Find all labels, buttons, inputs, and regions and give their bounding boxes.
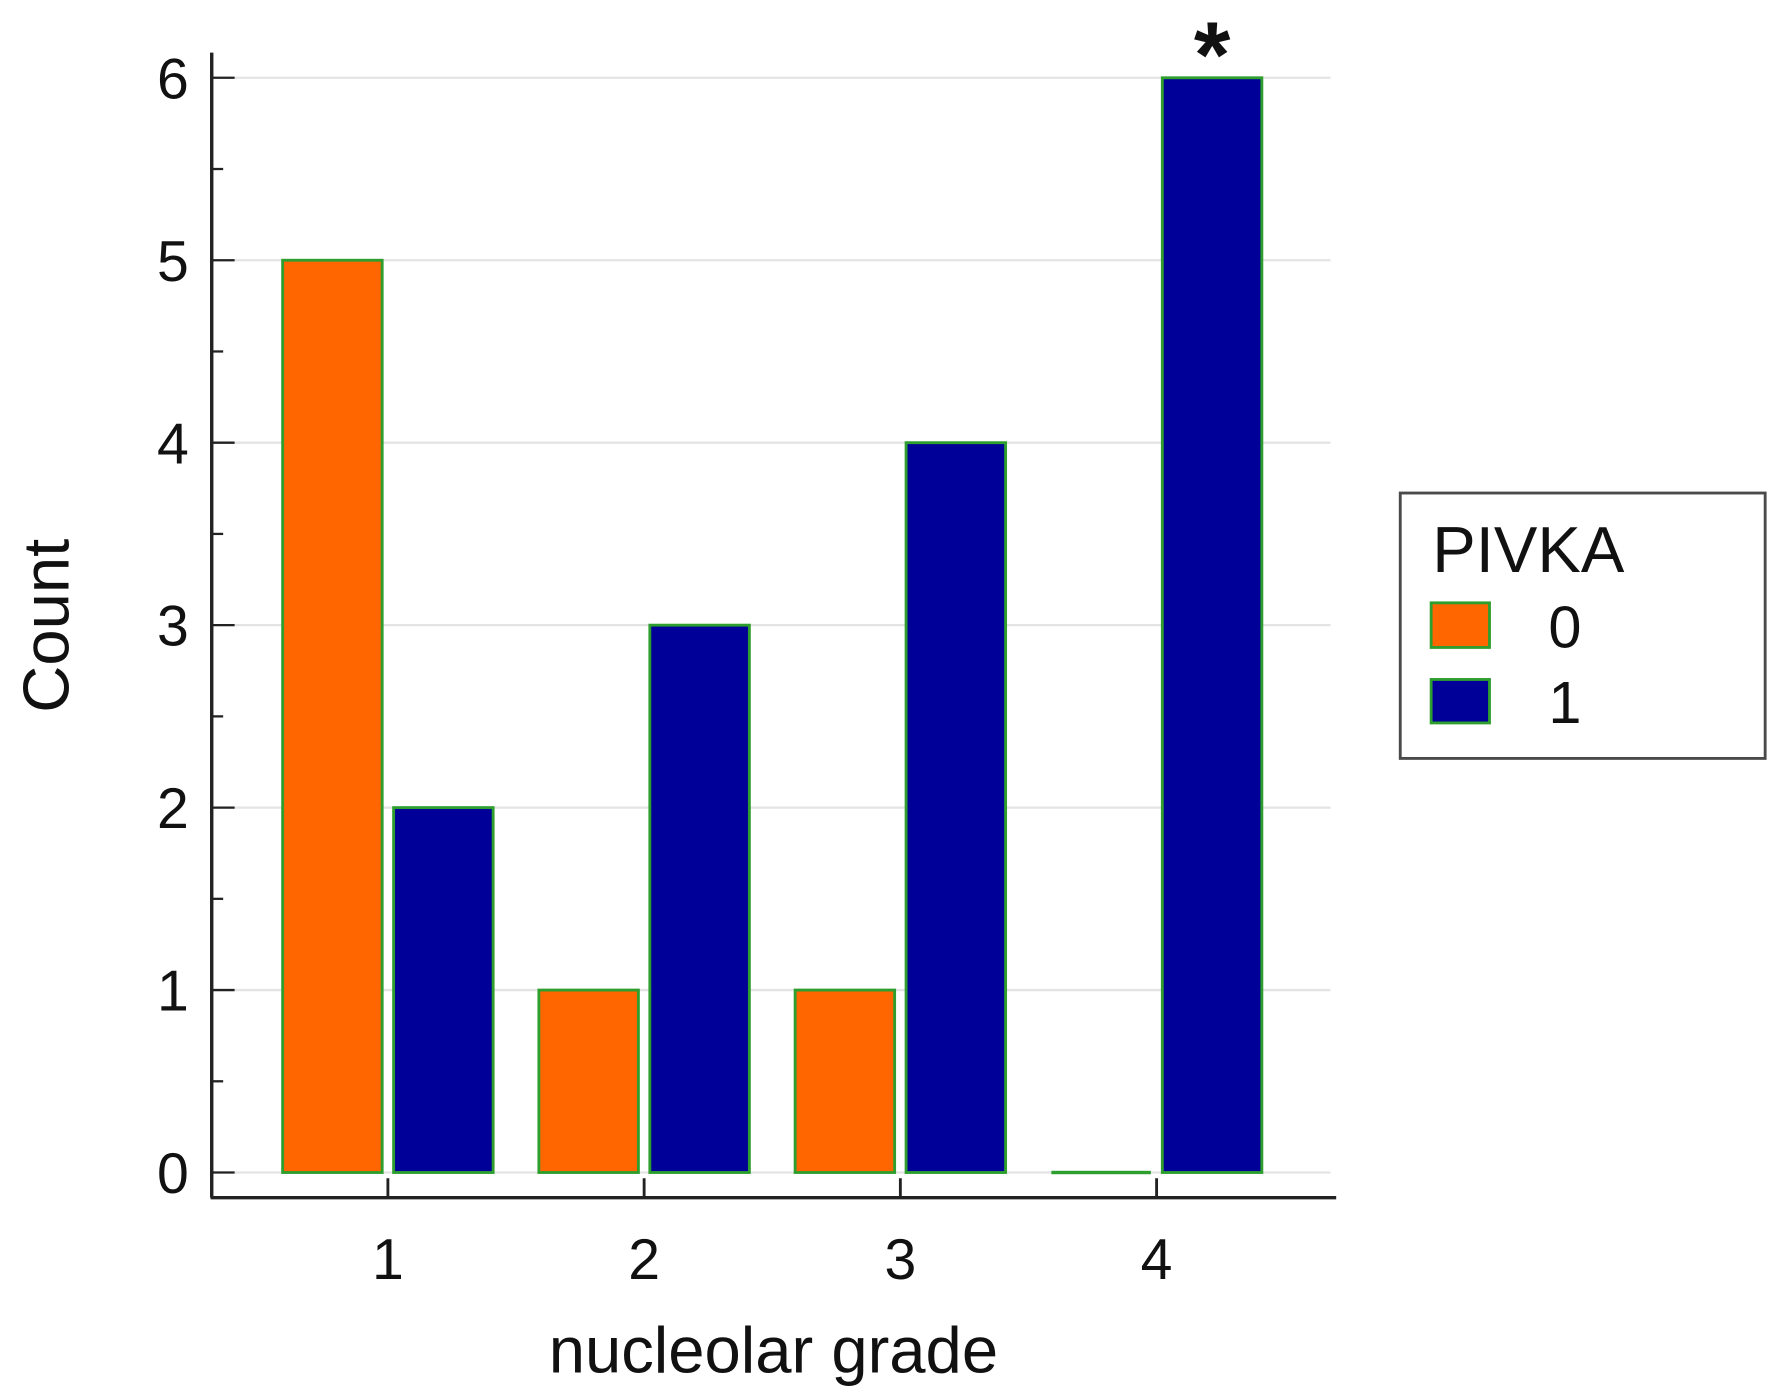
bar-series-1-category-3 [904, 441, 1008, 1174]
bars [281, 76, 1264, 1175]
bar-series-1-category-2 [648, 623, 751, 1174]
annotations: * [1194, 2, 1231, 107]
y-tick-label: 5 [157, 230, 189, 294]
bar-series-0-category-3 [793, 988, 897, 1174]
legend-label-0: 0 [1548, 593, 1581, 660]
x-axis-ticks: 1 2 3 4 [372, 1178, 1173, 1292]
x-tick-label: 2 [628, 1228, 660, 1292]
y-tick-label: 0 [157, 1142, 189, 1206]
y-axis-label: Count [9, 539, 82, 713]
bar-series-1-category-1 [392, 806, 495, 1174]
x-tick-label: 3 [884, 1228, 916, 1292]
bar-series-0-category-2 [537, 988, 640, 1174]
legend-swatch-0 [1429, 601, 1491, 649]
x-tick-label: 4 [1141, 1228, 1173, 1292]
significance-marker: * [1194, 2, 1231, 107]
legend: PIVKA 0 1 [1398, 491, 1767, 760]
legend-label-1: 1 [1548, 669, 1581, 736]
x-axis-label: nucleolar grade [549, 1314, 998, 1387]
bar-series-0-category-4 [1051, 1170, 1151, 1175]
x-tick-label: 1 [372, 1228, 404, 1292]
y-tick-label: 4 [157, 412, 189, 476]
y-tick-label: 3 [157, 595, 189, 659]
y-tick-label: 1 [157, 960, 189, 1024]
y-tick-label: 2 [157, 777, 189, 841]
bar-series-1-category-4 [1160, 76, 1264, 1174]
y-axis-ticks: 0 1 2 3 4 5 6 [157, 47, 235, 1206]
legend-title: PIVKA [1432, 513, 1625, 586]
y-tick-label: 6 [157, 47, 189, 111]
bar-series-0-category-1 [281, 258, 384, 1174]
legend-swatch-1 [1429, 678, 1491, 725]
